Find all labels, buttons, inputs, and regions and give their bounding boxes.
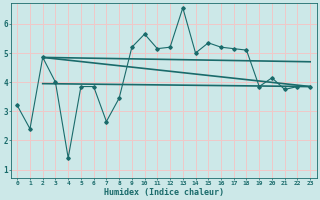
X-axis label: Humidex (Indice chaleur): Humidex (Indice chaleur) [104,188,224,197]
